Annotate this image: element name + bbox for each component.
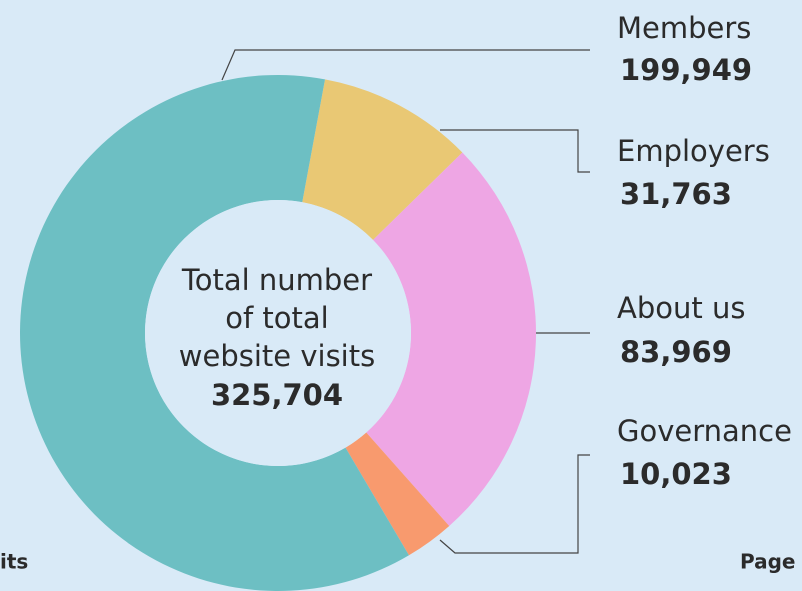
donut-slice	[19, 75, 409, 591]
footer-text: Page	[740, 550, 796, 574]
donut-slice	[345, 432, 450, 556]
value-label: 199,949	[620, 53, 752, 87]
legend-label: About us	[617, 291, 745, 325]
donut-hole	[145, 200, 411, 466]
donut-slice	[366, 152, 536, 526]
donut-slice	[302, 79, 463, 240]
leader-line	[221, 49, 590, 81]
center-text: of total	[225, 301, 328, 335]
legend-label: Members	[617, 11, 751, 45]
value-label: 31,763	[620, 177, 732, 211]
center-text: Total number	[181, 263, 372, 297]
value-label: 10,023	[620, 457, 732, 491]
center-total: 325,704	[211, 378, 343, 412]
legend-label: Employers	[617, 134, 770, 168]
value-label: 83,969	[620, 335, 732, 369]
footer-text: its	[0, 550, 28, 574]
legend-label: Governance	[617, 414, 792, 448]
leader-line	[440, 129, 590, 173]
leader-line	[439, 454, 590, 554]
center-text: website visits	[179, 339, 375, 373]
